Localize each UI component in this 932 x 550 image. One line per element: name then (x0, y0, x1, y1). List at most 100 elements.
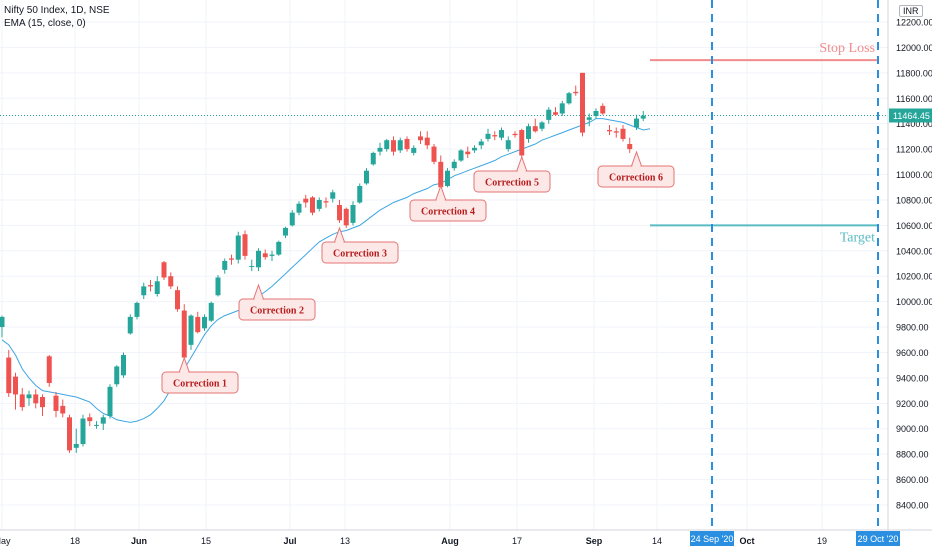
candle (6, 349, 12, 397)
candle-body (127, 316, 133, 334)
candle (458, 149, 464, 162)
currency-badge[interactable]: INR (899, 5, 923, 17)
candle (350, 201, 356, 226)
candle (438, 155, 444, 190)
candle-body (46, 356, 52, 383)
candle-body (566, 93, 572, 104)
price-tick-label: 11600.00 (896, 94, 932, 104)
candle (526, 123, 531, 143)
ema-polyline (1, 118, 651, 423)
candle (283, 226, 288, 239)
candle-body (67, 417, 72, 451)
level-label: Target (840, 230, 875, 245)
candle (222, 258, 228, 274)
level-label: Stop Loss (819, 41, 875, 56)
candle (613, 127, 619, 138)
candle-body (593, 110, 599, 117)
date-badge-label: 24 Sep '20 (691, 534, 734, 544)
candle (532, 118, 538, 133)
correction-callout: Correction 6 (597, 150, 675, 188)
candle (269, 250, 275, 261)
candle-body (445, 170, 450, 186)
price-tick-label: 10000.00 (896, 297, 932, 307)
candle-body (539, 122, 545, 129)
candle (127, 314, 133, 335)
candle-body (276, 241, 282, 255)
candle-body (451, 161, 457, 169)
time-tick-label: 18 (70, 536, 80, 546)
candle-body (391, 140, 396, 152)
time-tick-label: Aug (441, 536, 459, 546)
candle-body (337, 205, 342, 221)
callout-label: Correction 2 (250, 306, 304, 317)
candle (492, 131, 498, 141)
correction-callout: Correction 1 (161, 356, 239, 394)
candle (13, 372, 18, 410)
candle (154, 276, 160, 297)
candle-body (323, 201, 329, 203)
candle-body (0, 316, 5, 328)
candle-body (188, 315, 194, 345)
candle-body (6, 357, 12, 394)
candle (0, 315, 5, 338)
candle (289, 210, 295, 227)
candle (80, 414, 86, 447)
candle (431, 144, 437, 165)
callout-pointer (178, 356, 190, 373)
candle-body (107, 386, 113, 417)
candle-body (404, 138, 410, 150)
time-tick-label: Jun (131, 536, 147, 546)
candle-body (499, 130, 504, 138)
time-tick-label: Jul (283, 536, 296, 546)
callout-label: Correction 6 (609, 173, 663, 184)
candle (370, 151, 376, 166)
candle-body (384, 140, 390, 150)
candle-body (330, 192, 336, 199)
candle-body (296, 203, 302, 213)
candle (168, 272, 174, 289)
candle (310, 196, 315, 216)
time-axis[interactable]: May 18 Jun 15 Jul 13 Aug 17 Sep 14 Oct 19 24 Sep '20… (0, 529, 932, 550)
callout-label: Correction 3 (333, 249, 387, 260)
callout-label: Correction 5 (485, 178, 539, 189)
price-tick-label: 11400.00 (896, 119, 932, 129)
candle-body (580, 72, 585, 133)
candle (107, 384, 113, 419)
price-axis[interactable]: 12200.00 12000.00 11800.00 11600.00 11400.00… (887, 0, 932, 550)
price-tick-label: 12200.00 (896, 18, 932, 28)
candle-body (141, 286, 147, 296)
candle-body (627, 144, 633, 150)
candles[interactable] (0, 72, 646, 453)
correction-callout: Correction 2 (238, 283, 316, 321)
time-tick-label: May (0, 536, 11, 546)
candle-body (256, 250, 261, 268)
last-price-label: 11464.45 (893, 111, 930, 121)
candle (465, 146, 471, 159)
price-tick-label: 11800.00 (896, 68, 932, 78)
correction-callout: Correction 5 (473, 155, 551, 193)
candle-body (161, 262, 167, 278)
candle (26, 390, 32, 406)
callout-pointer (253, 283, 264, 300)
callout-pointer (334, 226, 345, 243)
candle-body (586, 117, 592, 120)
time-tick-label: 14 (652, 536, 662, 546)
time-tick-label: 17 (512, 536, 522, 546)
candle (404, 136, 410, 152)
correction-callout: Correction 3 (321, 226, 399, 264)
candle-body (310, 197, 315, 213)
candle-body (53, 395, 59, 411)
price-level-lines: Stop Loss Target (650, 41, 877, 245)
callout-box (473, 170, 551, 193)
candle (53, 391, 59, 418)
candle (620, 124, 626, 142)
chart-grid (0, 0, 888, 530)
candle (445, 168, 450, 188)
price-tick-label: 11000.00 (896, 170, 932, 180)
candle (337, 199, 342, 223)
candle (19, 388, 25, 411)
price-tick-label: 9400.00 (896, 373, 929, 383)
candle-body (532, 126, 538, 132)
candle-body (100, 417, 106, 424)
